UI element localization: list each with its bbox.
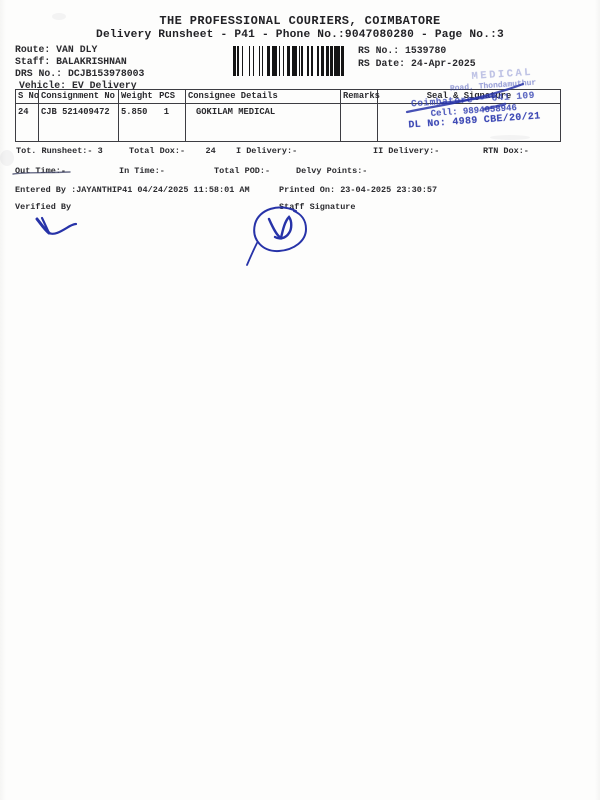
rs-no-line: RS No.: 1539780	[358, 45, 446, 58]
col-header-weight: Weight	[121, 91, 153, 101]
vehicle-label: Vehicle:	[19, 80, 67, 91]
cell-sno: 24	[15, 103, 39, 142]
staff-signature-label: Staff Signature	[279, 202, 356, 212]
col-header-consignee: Consignee Details	[185, 89, 341, 104]
rs-date-value: 24-Apr-2025	[410, 58, 476, 69]
route-label: Route:	[15, 44, 51, 55]
total-runsheet-label: Tot. Runsheet:-	[16, 146, 93, 156]
col-header-pcs: PCS	[159, 91, 175, 101]
out-time: Out Time:-	[15, 166, 67, 176]
rs-no-label: RS No.:	[358, 45, 400, 56]
delvy-points: Delvy Points:-	[296, 166, 368, 176]
staff-line: Staff: BALAKRISHNAN	[15, 56, 127, 68]
col-header-remarks: Remarks	[340, 89, 380, 104]
total-dox-label: Total Dox:-	[129, 146, 186, 156]
scan-smudge	[52, 13, 66, 20]
consignment-table: S No Consignment No Weight PCS Consignee …	[15, 89, 561, 142]
cell-weight: 5.850	[121, 107, 148, 117]
scan-smudge	[490, 135, 530, 140]
page-subtitle: Delivery Runsheet - P41 - Phone No.:9047…	[96, 29, 504, 41]
col-header-consignment: Consignment No	[38, 89, 119, 104]
vehicle-value: EV Delivery	[71, 80, 137, 91]
staff-label: Staff:	[15, 56, 51, 67]
in-time: In Time:-	[119, 166, 165, 176]
route-line: Route: VAN DLY	[15, 44, 97, 56]
staff-signature-scribble	[246, 206, 308, 266]
drs-line: DRS No.: DCJB153978003	[15, 68, 144, 80]
cell-pcs: 1	[163, 107, 169, 117]
total-runsheet: Tot. Runsheet:- 3	[16, 146, 103, 156]
cell-remarks	[340, 103, 378, 142]
rtn-dox: RTN Dox:-	[483, 146, 529, 156]
col-header-weight-pcs: Weight PCS	[118, 89, 186, 104]
cell-weight-pcs: 5.850 1	[118, 103, 186, 142]
drs-label: DRS No.:	[15, 68, 63, 79]
total-dox: Total Dox:- 24	[129, 146, 216, 156]
route-value: VAN DLY	[56, 44, 98, 55]
cell-consignee: GOKILAM MEDICAL	[185, 103, 341, 142]
vehicle-line: Vehicle: EV Delivery	[19, 80, 137, 92]
col-header-sno: S No	[15, 89, 39, 104]
printed-on: Printed On: 23-04-2025 23:30:57	[279, 185, 438, 195]
barcode	[233, 46, 346, 76]
scan-smudge	[0, 150, 14, 166]
cell-seal-signature	[377, 103, 561, 142]
rs-date-label: RS Date:	[358, 58, 406, 69]
page-title: THE PROFESSIONAL COURIERS, COIMBATORE	[159, 14, 441, 28]
rs-date-line: RS Date: 24-Apr-2025	[358, 58, 476, 71]
entered-by: Entered By :JAYANTHIP41 04/24/2025 11:58…	[15, 185, 250, 195]
total-dox-value: 24	[205, 146, 216, 156]
table-header-row: S No Consignment No Weight PCS Consignee …	[15, 89, 561, 104]
total-runsheet-value: 3	[97, 146, 103, 156]
rs-no-value: 1539780	[405, 45, 447, 56]
verified-by-label: Verified By	[15, 202, 72, 212]
ii-delivery: II Delivery:-	[373, 146, 440, 156]
cell-consignment: CJB 521409472	[38, 103, 119, 142]
i-delivery: I Delivery:-	[236, 146, 298, 156]
staff-value: BALAKRISHNAN	[56, 56, 127, 67]
col-header-seal: Seal & Signature	[377, 89, 561, 104]
verified-signature-scribble	[35, 216, 78, 235]
drs-value: DCJB153978003	[67, 68, 145, 79]
total-pod: Total POD:-	[214, 166, 271, 176]
table-row: 24 CJB 521409472 5.850 1 GOKILAM MEDICAL	[15, 103, 561, 142]
